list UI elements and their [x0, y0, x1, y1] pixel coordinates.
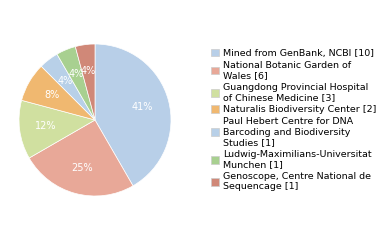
Wedge shape — [95, 44, 171, 186]
Wedge shape — [22, 66, 95, 120]
Wedge shape — [57, 47, 95, 120]
Text: 4%: 4% — [57, 76, 73, 86]
Text: 41%: 41% — [132, 102, 154, 112]
Wedge shape — [75, 44, 95, 120]
Text: 8%: 8% — [44, 90, 60, 100]
Legend: Mined from GenBank, NCBI [10], National Botanic Garden of
Wales [6], Guangdong P: Mined from GenBank, NCBI [10], National … — [210, 48, 377, 192]
Wedge shape — [29, 120, 133, 196]
Text: 12%: 12% — [35, 121, 57, 132]
Text: 4%: 4% — [68, 69, 84, 79]
Wedge shape — [41, 54, 95, 120]
Text: 4%: 4% — [81, 66, 96, 76]
Wedge shape — [19, 100, 95, 158]
Text: 25%: 25% — [71, 163, 93, 173]
